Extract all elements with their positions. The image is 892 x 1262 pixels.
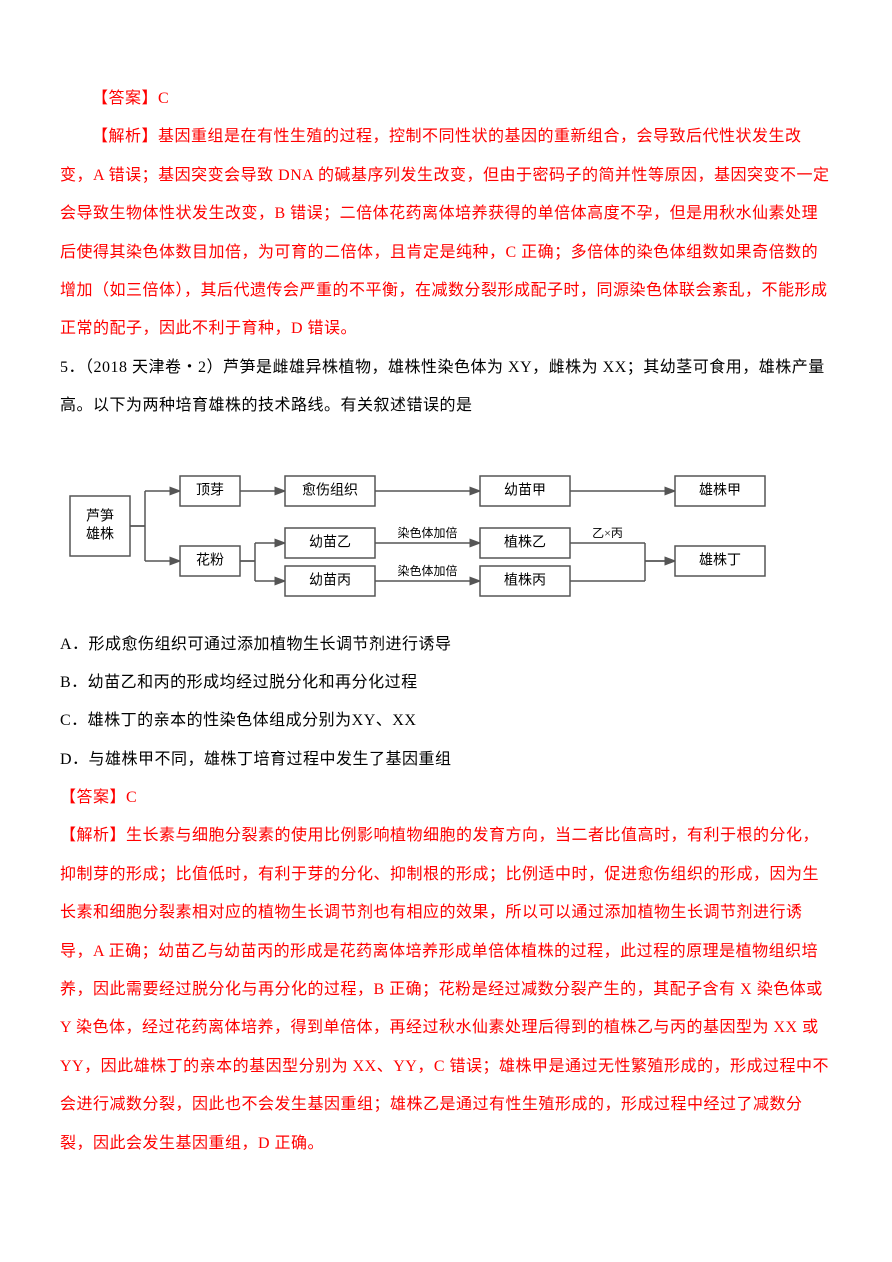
svg-text:幼苗乙: 幼苗乙: [309, 534, 351, 550]
svg-text:雄株甲: 雄株甲: [699, 482, 741, 498]
explain-text-2: 生长素与细胞分裂素的使用比例影响植物细胞的发育方向，当二者比值高时，有利于根的分…: [60, 827, 829, 1151]
option-b: B．幼苗乙和丙的形成均经过脱分化和再分化过程: [60, 664, 832, 702]
svg-text:愈伤组织: 愈伤组织: [302, 482, 358, 498]
answer-1-explain: 【解析】基因重组是在有性生殖的过程，控制不同性状的基因的重新组合，会导致后代性状…: [60, 118, 832, 348]
q-source: （2018 天津卷・2）: [85, 359, 223, 376]
svg-text:花粉: 花粉: [196, 552, 224, 568]
q-number: 5．: [60, 359, 85, 376]
option-c: C．雄株丁的亲本的性染色体组成分别为XY、XX: [60, 702, 832, 740]
svg-text:雄株: 雄株: [86, 526, 114, 542]
svg-text:乙×丙: 乙×丙: [592, 526, 623, 540]
answer-2-explain: 【解析】生长素与细胞分裂素的使用比例影响植物细胞的发育方向，当二者比值高时，有利…: [60, 817, 832, 1163]
question-5-stem: 5．（2018 天津卷・2）芦笋是雌雄异株植物，雄株性染色体为 XY，雌株为 X…: [60, 349, 832, 426]
option-d: D．与雄株甲不同，雄株丁培育过程中发生了基因重组: [60, 741, 832, 779]
svg-text:芦笋: 芦笋: [86, 507, 114, 524]
svg-text:顶芽: 顶芽: [196, 482, 224, 498]
svg-text:染色体加倍: 染色体加倍: [397, 525, 457, 540]
flow-diagram: 染色体加倍染色体加倍乙×丙芦笋雄株顶芽花粉愈伤组织幼苗乙幼苗丙幼苗甲植株乙植株丙…: [60, 446, 832, 606]
svg-text:幼苗丙: 幼苗丙: [309, 572, 351, 588]
answer-1-label: 【答案】C: [60, 80, 832, 118]
svg-text:雄株丁: 雄株丁: [699, 552, 741, 568]
svg-text:染色体加倍: 染色体加倍: [397, 563, 457, 578]
explain-text: 基因重组是在有性生殖的过程，控制不同性状的基因的重新组合，会导致后代性状发生改变…: [60, 128, 829, 337]
svg-text:植株乙: 植株乙: [504, 534, 546, 550]
option-a: A．形成愈伤组织可通过添加植物生长调节剂进行诱导: [60, 626, 832, 664]
svg-text:植株丙: 植株丙: [504, 572, 546, 588]
explain-label-2: 【解析】: [60, 827, 126, 844]
explain-label: 【解析】: [92, 128, 158, 145]
svg-text:幼苗甲: 幼苗甲: [504, 482, 546, 498]
flow-svg: 染色体加倍染色体加倍乙×丙芦笋雄株顶芽花粉愈伤组织幼苗乙幼苗丙幼苗甲植株乙植株丙…: [60, 446, 800, 606]
answer-2-label: 【答案】C: [60, 779, 832, 817]
